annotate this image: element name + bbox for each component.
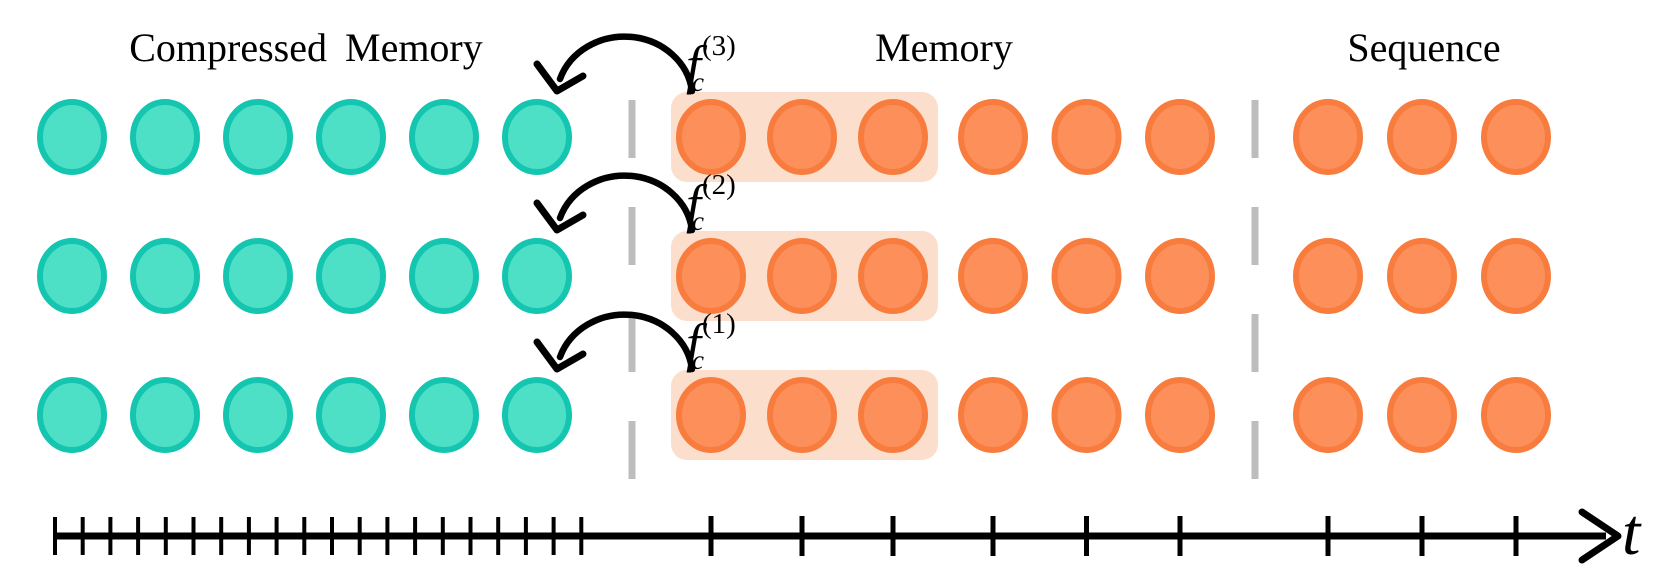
compressed-memory-token [223,238,293,314]
compression-arrowhead [533,199,587,234]
sequence-token [1481,238,1551,314]
memory-token [1145,377,1215,453]
label-memory: Memory [875,25,1013,70]
compressed-memory-token [409,238,479,314]
fc-superscript: (1) [702,308,736,340]
compressed-memory-token [130,238,200,314]
memory-token [958,99,1028,175]
memory-token [1051,377,1122,453]
memory-token [858,99,928,175]
sequence-token [1293,238,1363,314]
compression-fn-label-3: f (3) c [686,32,736,96]
compressed-memory-token [37,377,107,453]
fc-superscript: (2) [702,169,736,201]
sequence-token [1293,377,1363,453]
memory-token [958,377,1028,453]
compressed-memory-token [223,377,293,453]
memory-token [676,238,746,314]
fc-subscript: c [692,345,704,375]
fc-subscript: c [692,206,704,236]
fc-scripts: (1) c [692,308,736,374]
compression-fn-label-1: f (1) c [686,310,736,374]
compressed-memory-token [316,377,386,453]
sequence-token [1387,377,1457,453]
fc-scripts: (3) c [692,30,736,96]
label-compressed-memory: Compressed Memory [129,25,483,70]
fc-base: f [686,313,702,373]
compression-arrow [556,33,696,95]
memory-token [767,99,837,175]
compression-arrowhead [533,60,587,95]
memory-token [858,238,928,314]
compressed-memory-token [223,99,293,175]
memory-token [767,238,837,314]
memory-token [1051,238,1122,314]
fc-scripts: (2) c [692,169,736,235]
compressed-memory-token [409,99,479,175]
memory-token [676,99,746,175]
label-sequence: Sequence [1347,25,1501,70]
compressed-memory-token [502,238,572,314]
compressed-memory-token [502,377,572,453]
compressed-memory-token [130,377,200,453]
compression-arrow [556,311,696,373]
sequence-token [1387,99,1457,175]
memory-token [858,377,928,453]
memory-token [1051,99,1122,175]
fc-base: f [686,174,702,234]
memory-token [676,377,746,453]
fc-base: f [686,35,702,95]
sequence-token [1293,99,1363,175]
fc-superscript: (3) [702,30,736,62]
memory-token [1145,99,1215,175]
compression-arrowhead [533,338,587,373]
sequence-token [1481,377,1551,453]
time-axis-arrowhead [1578,508,1622,564]
compressed-memory-token [37,238,107,314]
compression-fn-label-2: f (2) c [686,171,736,235]
sequence-token [1387,238,1457,314]
time-axis-label: t [1622,496,1641,569]
compressed-memory-token [130,99,200,175]
compressed-memory-token [409,377,479,453]
compressed-memory-token [37,99,107,175]
memory-token [958,238,1028,314]
compression-arrow [556,172,696,234]
fc-subscript: c [692,67,704,97]
memory-token [767,377,837,453]
compressed-memory-token [316,238,386,314]
compressed-memory-token [316,99,386,175]
memory-token [1145,238,1215,314]
compressed-memory-token [502,99,572,175]
sequence-token [1481,99,1551,175]
